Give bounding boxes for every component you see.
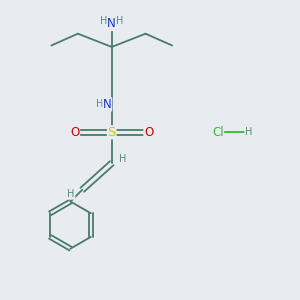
Text: H: H (96, 99, 103, 110)
Text: S: S (107, 126, 116, 139)
Text: O: O (70, 126, 80, 139)
Text: N: N (103, 98, 112, 111)
Text: H: H (116, 16, 124, 26)
Text: H: H (100, 16, 107, 26)
Text: O: O (144, 126, 153, 139)
Text: H: H (119, 154, 127, 164)
Text: N: N (107, 17, 116, 31)
Text: H: H (245, 127, 252, 137)
Text: Cl: Cl (212, 126, 224, 139)
Text: H: H (68, 189, 75, 199)
